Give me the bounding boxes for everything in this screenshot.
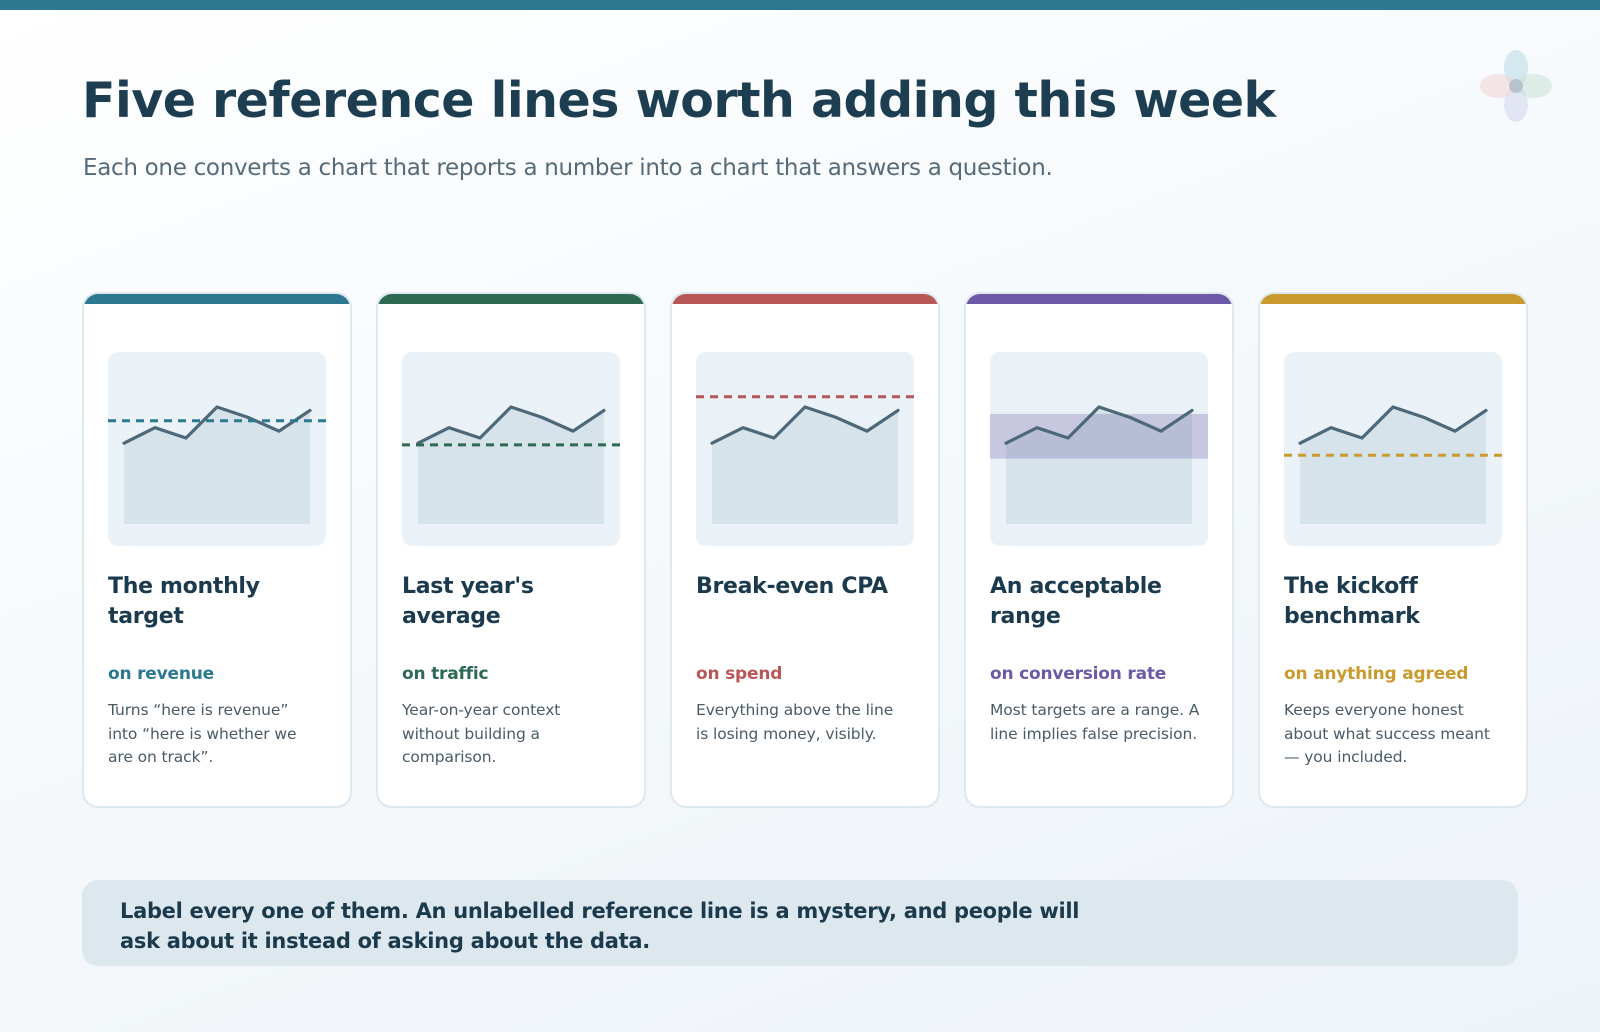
card-title: Last year's average <box>402 574 534 629</box>
card-title: Break-even CPA <box>696 574 888 599</box>
series-line <box>710 405 900 445</box>
card-title: The monthly target <box>108 574 260 629</box>
card-kickoff-benchmark: The kickoff benchmark on anything agreed… <box>1258 292 1528 808</box>
card-last-years-average: Last year's average on traffic Year-on-y… <box>376 292 646 808</box>
card-accent-bar <box>1260 294 1526 304</box>
card-description: Turns “here is revenue” into “here is wh… <box>108 701 297 766</box>
card-tag: on traffic <box>402 664 489 684</box>
card-tag: on revenue <box>108 664 214 684</box>
card-accent-bar <box>672 294 938 304</box>
chart-area <box>418 407 604 524</box>
series-line <box>122 405 312 445</box>
card-accent-bar <box>84 294 350 304</box>
chart-area <box>712 407 898 524</box>
series-line <box>416 405 606 445</box>
card-tag: on conversion rate <box>990 664 1167 684</box>
series-line <box>1004 405 1194 445</box>
mini-chart <box>990 352 1208 546</box>
card-title: An acceptable range <box>990 574 1162 629</box>
mini-chart <box>108 352 326 546</box>
card-accent-bar <box>378 294 644 304</box>
petal-logo-icon <box>1480 50 1552 122</box>
card-description: Everything above the line is losing mone… <box>696 701 894 743</box>
card-tag: on anything agreed <box>1284 664 1469 684</box>
note-text: Label every one of them. An unlabelled r… <box>120 899 1080 953</box>
chart-area <box>1300 407 1486 524</box>
top-accent-bar <box>0 0 1600 10</box>
card-row: The monthly target on revenue Turns “her… <box>82 292 1530 808</box>
card-title: The kickoff benchmark <box>1284 574 1420 629</box>
series-line <box>1298 405 1488 445</box>
page-title: Five reference lines worth adding this w… <box>82 72 1276 129</box>
card-description: Keeps everyone honest about what success… <box>1284 701 1490 766</box>
card-description: Year-on-year context without building a … <box>402 701 561 766</box>
page-subtitle: Each one converts a chart that reports a… <box>83 155 1053 181</box>
mini-chart <box>1284 352 1502 546</box>
card-description: Most targets are a range. A line implies… <box>990 701 1200 743</box>
callout-note: Label every one of them. An unlabelled r… <box>82 880 1518 966</box>
mini-chart <box>696 352 914 546</box>
card-break-even-cpa: Break-even CPA on spend Everything above… <box>670 292 940 808</box>
reference-band <box>990 413 1208 459</box>
card-acceptable-range: An acceptable range on conversion rate M… <box>964 292 1234 808</box>
chart-area <box>1006 407 1192 524</box>
card-monthly-target: The monthly target on revenue Turns “her… <box>82 292 352 808</box>
card-tag: on spend <box>696 664 783 684</box>
mini-chart <box>402 352 620 546</box>
chart-area <box>124 407 310 524</box>
card-accent-bar <box>966 294 1232 304</box>
